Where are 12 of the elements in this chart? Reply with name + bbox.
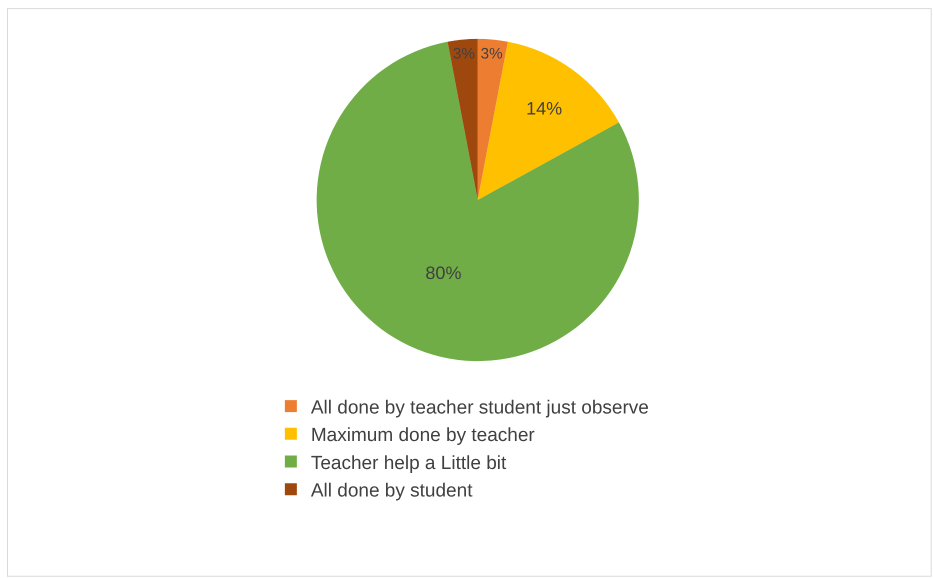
data-label: 3% xyxy=(452,45,475,62)
pie-slice xyxy=(478,38,508,200)
data-label: 14% xyxy=(526,98,562,119)
data-label: 3% xyxy=(480,45,503,62)
legend-label: All done by student xyxy=(310,480,474,502)
pie-slice xyxy=(478,42,619,200)
data-label: 80% xyxy=(425,262,462,283)
pie-slice xyxy=(448,38,478,200)
legend-label: Maximum done by teacher xyxy=(310,425,536,446)
legend-label: Teacher help a Little bit xyxy=(310,452,507,474)
legend-label: All done by teacher student just observe xyxy=(310,398,649,419)
pie-slice xyxy=(316,42,639,362)
